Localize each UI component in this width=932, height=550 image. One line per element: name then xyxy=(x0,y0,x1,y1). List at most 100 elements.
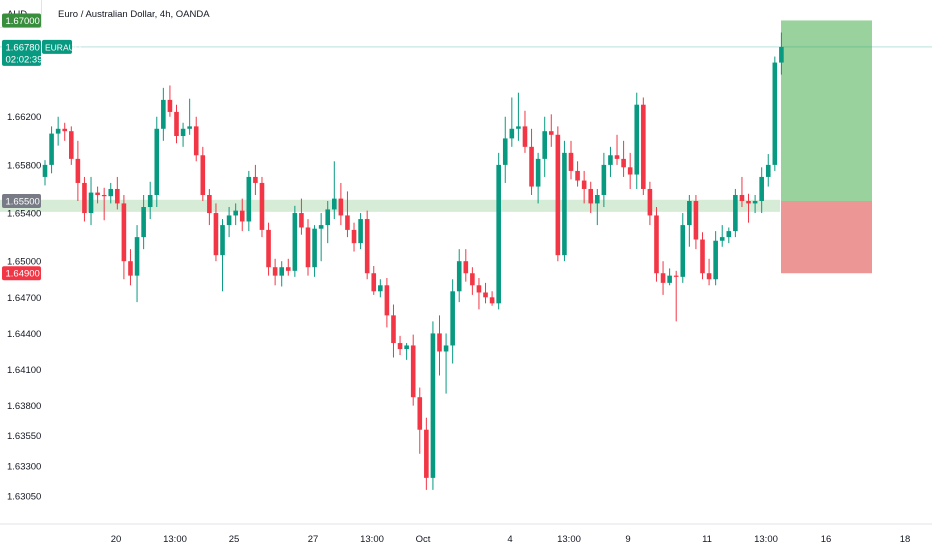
time-axis[interactable]: 20 13:00 25 27 13:00 Oct 4 13:00 9 11 13:00 16 18 xyxy=(0,523,932,545)
zones-layer xyxy=(0,199,780,212)
candle-body xyxy=(542,131,547,159)
candle xyxy=(516,92,521,141)
time-tick-label: 13:00 xyxy=(557,534,581,545)
candle-body xyxy=(608,155,613,165)
price-tick-label: 1.64700 xyxy=(7,293,41,304)
candle-body xyxy=(253,176,258,183)
candle xyxy=(667,268,672,286)
candle-body xyxy=(193,126,199,156)
candle xyxy=(49,126,54,174)
candle xyxy=(746,193,751,223)
candle xyxy=(88,176,94,226)
candle xyxy=(687,194,692,247)
time-tick-label: 20 xyxy=(111,534,122,545)
candle-body xyxy=(75,158,81,183)
candle xyxy=(174,104,179,144)
candle xyxy=(325,201,331,244)
candle-body xyxy=(391,315,396,344)
candle-body xyxy=(424,429,429,478)
candle xyxy=(141,194,146,250)
candle xyxy=(627,152,633,189)
candle-body xyxy=(161,99,166,129)
long-position-tool[interactable] xyxy=(781,20,872,274)
candle-body xyxy=(299,213,304,228)
candle xyxy=(259,176,265,238)
candle xyxy=(69,126,74,165)
candle-body xyxy=(660,273,666,283)
candle xyxy=(345,191,350,238)
candle xyxy=(167,85,173,117)
candle xyxy=(266,222,271,276)
candle xyxy=(207,188,212,226)
symbol-tag-text: EURAUD xyxy=(45,42,81,52)
candle xyxy=(608,146,613,177)
candle-body xyxy=(325,209,331,226)
candle-body xyxy=(621,158,626,168)
candle-body xyxy=(516,126,521,129)
candle xyxy=(496,152,501,310)
candle xyxy=(548,114,554,147)
candle xyxy=(765,154,771,187)
candle xyxy=(384,278,390,328)
candle-body xyxy=(358,219,363,244)
candle xyxy=(115,176,120,210)
candle-body xyxy=(706,273,712,280)
candle-body xyxy=(128,261,133,276)
candle xyxy=(279,261,284,287)
candle xyxy=(233,203,238,226)
candle xyxy=(726,227,732,244)
candle xyxy=(733,188,738,238)
candle-body xyxy=(522,126,528,147)
candle xyxy=(417,387,423,454)
candle xyxy=(187,98,192,135)
candle-body xyxy=(634,104,640,175)
candle xyxy=(193,116,199,162)
candle xyxy=(62,122,68,141)
candle xyxy=(424,417,429,490)
candle xyxy=(489,291,495,306)
candle xyxy=(253,164,258,195)
candle-body xyxy=(588,188,594,204)
candle xyxy=(483,282,488,304)
symbol-tag-bg xyxy=(42,39,72,54)
time-tick-label: 13:00 xyxy=(360,534,384,545)
candle xyxy=(509,97,515,147)
stop-price-tag-bg xyxy=(2,266,41,281)
price-tick-label: 1.63050 xyxy=(7,491,41,502)
candle xyxy=(437,315,442,376)
support-zone xyxy=(0,199,780,212)
candle xyxy=(621,140,626,177)
chart-title: Euro / Australian Dollar, 4h, OANDA xyxy=(58,9,210,20)
candle-body xyxy=(312,228,317,268)
candle-body xyxy=(700,239,705,274)
candle-body xyxy=(463,261,469,274)
price-tick-label: 1.65400 xyxy=(7,209,41,220)
candle xyxy=(161,87,166,141)
candle-body xyxy=(759,176,764,202)
candle xyxy=(180,122,186,147)
candle xyxy=(404,343,409,360)
candle-body xyxy=(562,152,567,256)
candle-body xyxy=(509,128,515,139)
candle xyxy=(213,203,219,262)
candle-body xyxy=(470,273,475,286)
time-tick-label: Oct xyxy=(416,534,431,545)
candle xyxy=(371,266,377,295)
candle-body xyxy=(213,213,219,256)
candle xyxy=(470,267,475,295)
entry-price-tag-bg xyxy=(2,194,41,209)
candle-body xyxy=(555,134,561,256)
candle-body xyxy=(502,138,508,165)
candle-body xyxy=(285,267,291,271)
candle xyxy=(299,198,304,235)
candle xyxy=(42,160,48,186)
candle xyxy=(134,225,140,303)
candle xyxy=(75,140,81,202)
candle-body xyxy=(134,237,140,276)
candle xyxy=(581,170,587,204)
entry-price-tag-text: 1.65500 xyxy=(6,197,40,208)
candle xyxy=(654,207,659,282)
candle-body xyxy=(378,285,383,292)
